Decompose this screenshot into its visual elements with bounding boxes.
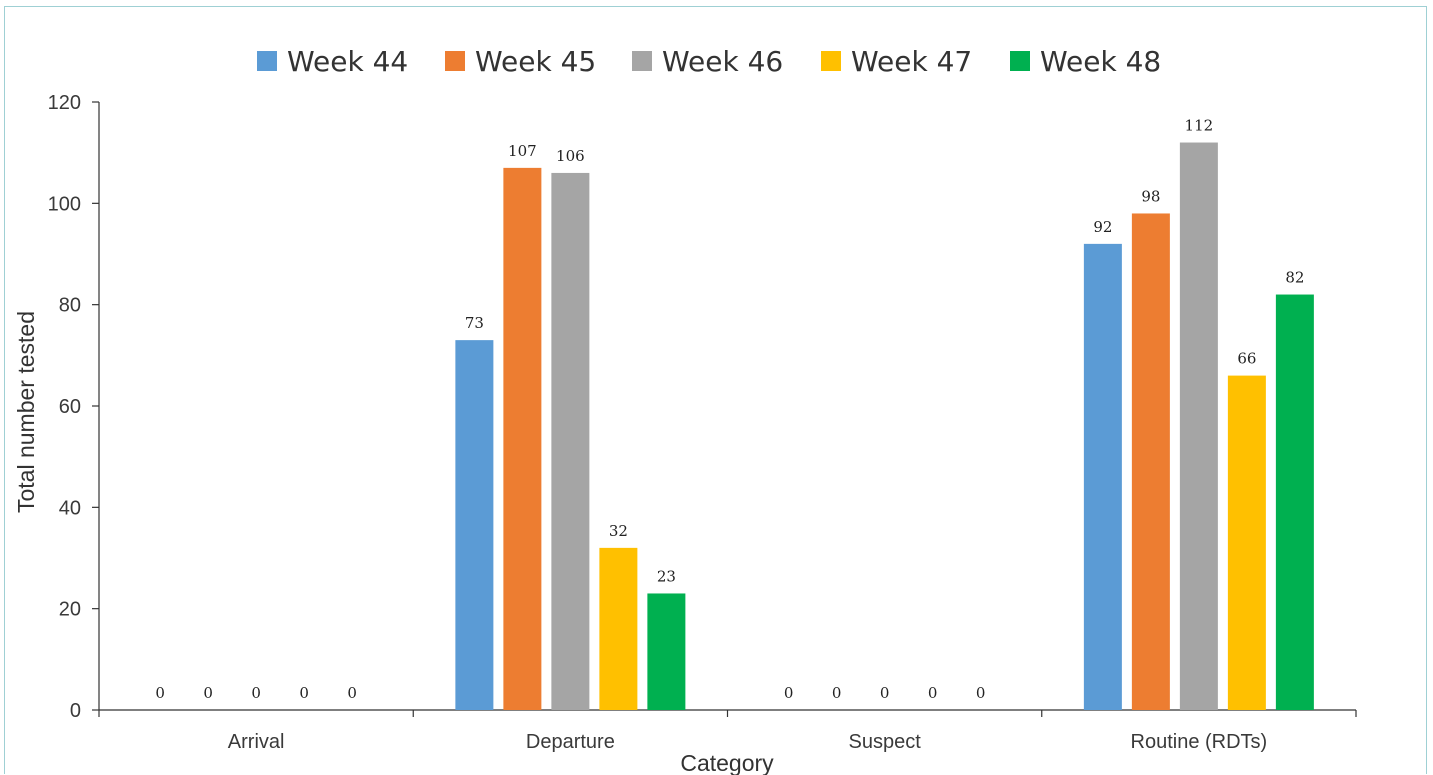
- legend-label: Week 44: [287, 45, 408, 78]
- bar-value-label: 0: [251, 684, 261, 702]
- bar: [455, 340, 494, 710]
- bar-value-label: 82: [1285, 269, 1304, 287]
- bar-value-label: 0: [832, 684, 842, 702]
- x-axis: Arrival Departure Suspect Routine (RDTs): [98, 709, 1357, 753]
- legend-swatch: [632, 51, 652, 71]
- y-tick-label: 60: [59, 396, 81, 418]
- legend-swatch: [257, 51, 277, 71]
- bar: [599, 547, 638, 710]
- bars: [455, 142, 1314, 711]
- bar-value-label: 23: [657, 567, 676, 585]
- y-tick-label: 80: [59, 295, 81, 317]
- legend-label: Week 45: [475, 45, 596, 78]
- bar-value-label: 32: [609, 522, 628, 540]
- bar: [1131, 213, 1170, 710]
- legend-label: Week 48: [1040, 45, 1161, 78]
- y-tick-label: 40: [59, 497, 81, 519]
- data-labels: 0 0 0 0 0 73 107 106 32 23 0 0 0 0 0 92 98 112 66 82: [155, 117, 1304, 702]
- bar-value-label: 0: [784, 684, 794, 702]
- y-tick-label: 0: [70, 700, 81, 722]
- bar-chart: Week 44 Week 45 Week 46 Week 47 Week 48 0 20 4…: [13, 45, 1357, 775]
- bar: [1083, 243, 1122, 710]
- category-label: Routine (RDTs): [1131, 731, 1268, 753]
- x-axis-title: Category: [680, 750, 774, 775]
- category-label: Departure: [526, 731, 615, 753]
- bar: [551, 172, 590, 710]
- bar-value-label: 0: [976, 684, 986, 702]
- bar-value-label: 0: [880, 684, 890, 702]
- legend-label: Week 47: [851, 45, 972, 78]
- bar-value-label: 107: [508, 142, 537, 160]
- bar-value-label: 73: [465, 314, 484, 332]
- category-label: Arrival: [228, 731, 285, 753]
- bar: [1227, 375, 1266, 710]
- chart-frame: Week 44 Week 45 Week 46 Week 47 Week 48 0 20 4…: [4, 6, 1427, 775]
- bar-value-label: 66: [1237, 350, 1256, 368]
- y-tick-label: 120: [48, 92, 81, 114]
- bar-value-label: 0: [299, 684, 309, 702]
- bar-value-label: 0: [928, 684, 938, 702]
- y-axis: 0 20 40 60 80 100 120: [48, 92, 100, 722]
- legend: Week 44 Week 45 Week 46 Week 47 Week 48: [257, 45, 1161, 78]
- bar-value-label: 112: [1185, 117, 1214, 135]
- legend-label: Week 46: [662, 45, 783, 78]
- y-axis-title: Total number tested: [13, 311, 39, 513]
- legend-swatch: [445, 51, 465, 71]
- bar: [503, 167, 542, 710]
- bar: [647, 593, 686, 710]
- legend-swatch: [821, 51, 841, 71]
- bar: [1179, 142, 1218, 711]
- bar-value-label: 106: [556, 147, 585, 165]
- bar-value-label: 0: [347, 684, 357, 702]
- y-tick-label: 100: [48, 193, 81, 215]
- legend-swatch: [1010, 51, 1030, 71]
- bar-value-label: 0: [203, 684, 213, 702]
- y-tick-label: 20: [59, 599, 81, 621]
- bar-value-label: 92: [1093, 218, 1112, 236]
- bar: [1275, 294, 1314, 710]
- bar-value-label: 98: [1141, 187, 1160, 205]
- category-label: Suspect: [848, 731, 921, 753]
- bar-value-label: 0: [155, 684, 165, 702]
